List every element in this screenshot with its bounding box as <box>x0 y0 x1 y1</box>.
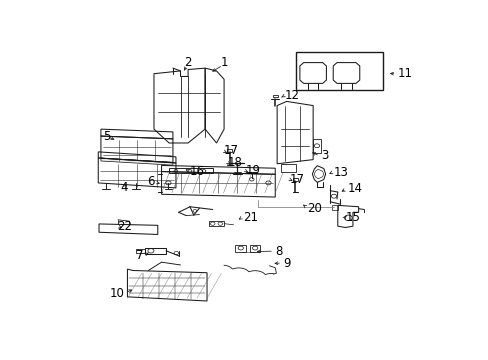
Text: 1: 1 <box>220 56 227 69</box>
Text: 22: 22 <box>117 220 132 233</box>
Text: 4: 4 <box>120 181 127 194</box>
Text: 12: 12 <box>284 89 299 102</box>
Text: 13: 13 <box>333 166 348 179</box>
Text: 19: 19 <box>245 164 261 177</box>
Text: 14: 14 <box>346 182 362 195</box>
Text: 20: 20 <box>307 202 322 215</box>
Text: 6: 6 <box>147 175 155 188</box>
Text: 9: 9 <box>282 257 290 270</box>
Bar <box>296 51 383 90</box>
Text: 11: 11 <box>397 67 412 80</box>
Text: 16: 16 <box>189 165 204 178</box>
Text: 3: 3 <box>320 149 327 162</box>
Polygon shape <box>101 158 173 165</box>
Text: 21: 21 <box>243 211 258 224</box>
Text: 18: 18 <box>227 156 242 169</box>
Text: 2: 2 <box>184 56 191 69</box>
Text: 7: 7 <box>136 249 143 262</box>
Text: 8: 8 <box>275 244 282 258</box>
Text: 5: 5 <box>102 130 110 143</box>
Text: 10: 10 <box>110 287 124 300</box>
Text: 17: 17 <box>289 172 304 185</box>
Text: 17: 17 <box>223 144 238 157</box>
Text: 15: 15 <box>345 211 360 224</box>
